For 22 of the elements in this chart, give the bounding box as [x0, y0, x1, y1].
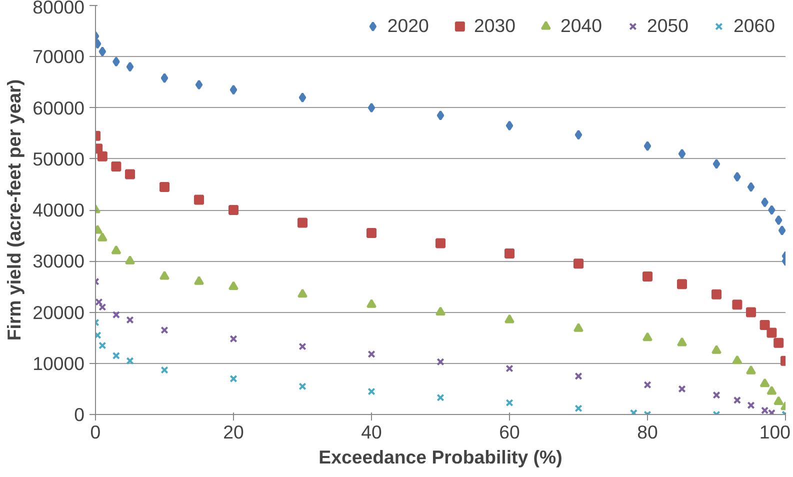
- y-tick-label: 60000: [32, 97, 85, 118]
- y-axis-title: Firm yield (acre-feet per year): [4, 79, 25, 341]
- legend-label: 2030: [474, 15, 516, 37]
- y-tick-label: 30000: [32, 250, 85, 272]
- legend-label: 2020: [387, 15, 429, 37]
- y-tick-label: 0: [74, 404, 85, 425]
- x-tick-label: 40: [361, 422, 382, 442]
- y-tick-label: 50000: [32, 148, 85, 170]
- x-tick-label: 100: [759, 422, 791, 442]
- x-tick-label: 80: [637, 422, 658, 442]
- x-tick-label: 20: [223, 422, 244, 442]
- y-tick-label: 80000: [32, 0, 85, 18]
- y-tick-label: 40000: [32, 200, 85, 220]
- x-tick-label: 0: [90, 422, 101, 442]
- y-tick-label: 20000: [32, 302, 85, 323]
- legend-label: 2050: [646, 15, 688, 37]
- y-tick-label: 70000: [32, 46, 85, 68]
- y-tick-label: 10000: [32, 352, 85, 374]
- legend-label: 2040: [560, 15, 602, 37]
- x-axis-title: Exceedance Probability (%): [318, 446, 562, 468]
- legend-label: 2060: [733, 15, 775, 37]
- x-tick-label: 60: [499, 422, 520, 442]
